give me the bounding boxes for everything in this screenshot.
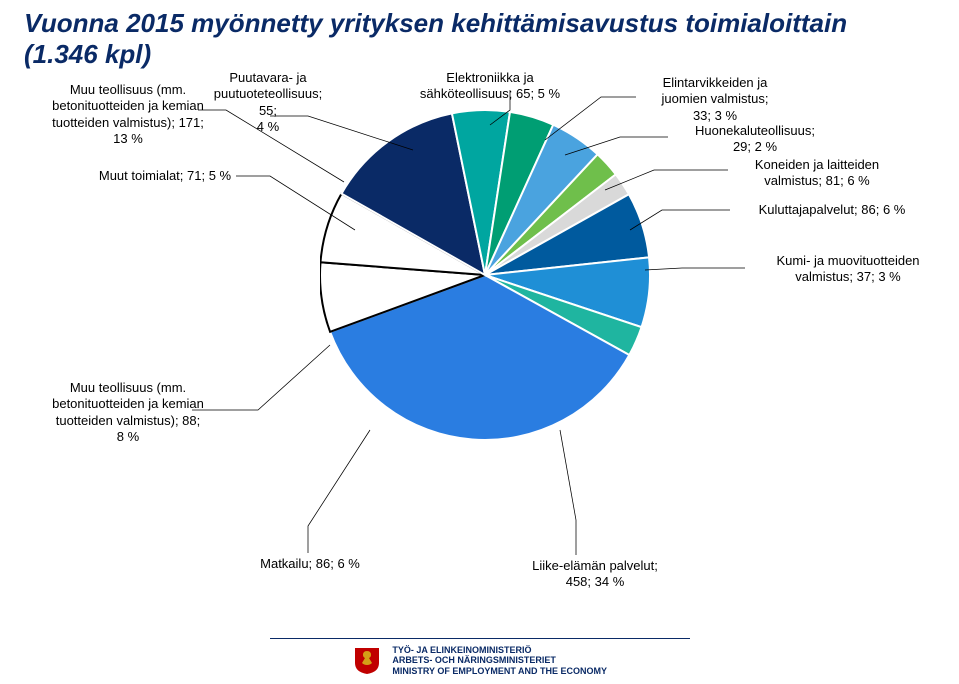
label-elintarvike: Elintarvikkeiden ja juomien valmistus; 3… <box>640 75 790 124</box>
label-huonekalu: Huonekaluteollisuus; 29; 2 % <box>670 123 840 156</box>
label-muut-toimialat: Muut toimialat; 71; 5 % <box>80 168 250 184</box>
label-kuluttaja: Kuluttajapalvelut; 86; 6 % <box>732 202 932 218</box>
label-liike: Liike-elämän palvelut; 458; 34 % <box>510 558 680 591</box>
footer-rule <box>270 638 690 639</box>
pie-chart <box>320 110 650 440</box>
ministry-line2: ARBETS- OCH NÄRINGSMINISTERIET <box>392 655 556 665</box>
ministry-text: TYÖ- JA ELINKEINOMINISTERIÖ ARBETS- OCH … <box>392 645 607 676</box>
crest-icon <box>352 645 382 675</box>
label-muu-teoll2: Muu teollisuus (mm. betonituotteiden ja … <box>28 380 228 445</box>
label-koneet: Koneiden ja laitteiden valmistus; 81; 6 … <box>732 157 902 190</box>
footer: TYÖ- JA ELINKEINOMINISTERIÖ ARBETS- OCH … <box>0 638 959 676</box>
label-elektroniikka: Elektroniikka ja sähköteollisuus; 65; 5 … <box>400 70 580 103</box>
page-title: Vuonna 2015 myönnetty yrityksen kehittäm… <box>24 8 924 70</box>
ministry-line3: MINISTRY OF EMPLOYMENT AND THE ECONOMY <box>392 666 607 676</box>
chart-area: Puutavara- ja puutuoteteollisuus; 55; 4 … <box>0 70 959 590</box>
pie-holder <box>320 110 650 445</box>
label-kumi: Kumi- ja muovituotteiden valmistus; 37; … <box>748 253 948 286</box>
label-matkailu: Matkailu; 86; 6 % <box>240 556 380 572</box>
label-muu-teoll1: Muu teollisuus (mm. betonituotteiden ja … <box>28 82 228 147</box>
ministry-line1: TYÖ- JA ELINKEINOMINISTERIÖ <box>392 645 531 655</box>
